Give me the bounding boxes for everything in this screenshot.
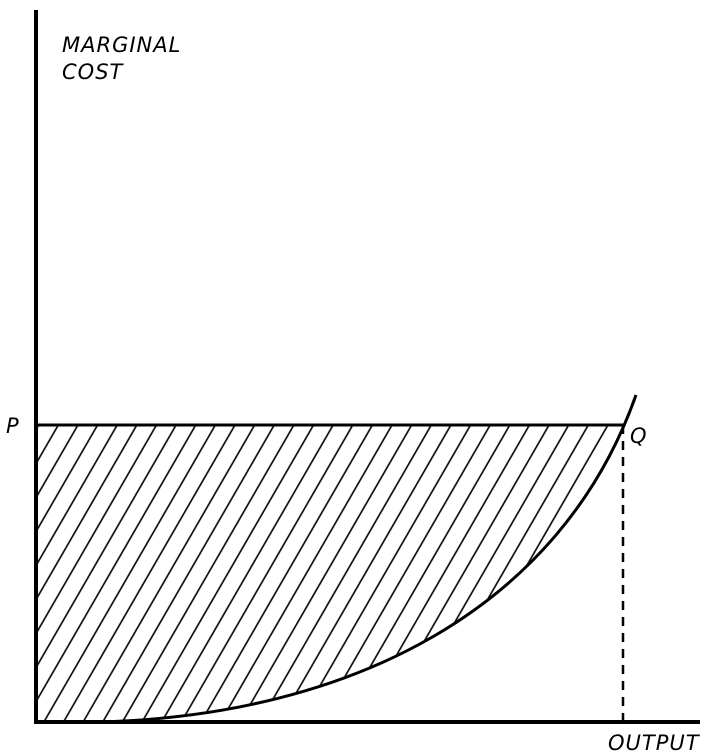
marginal-cost-curve [99,394,638,724]
y-axis-label: COST [62,60,125,84]
point-label: Q [630,424,648,448]
hatch-area [36,425,636,722]
y-axis-label: MARGINAL [62,33,181,57]
x-axis-label: OUTPUT [608,731,701,755]
point-label: P [6,414,20,438]
hatch [36,425,636,722]
